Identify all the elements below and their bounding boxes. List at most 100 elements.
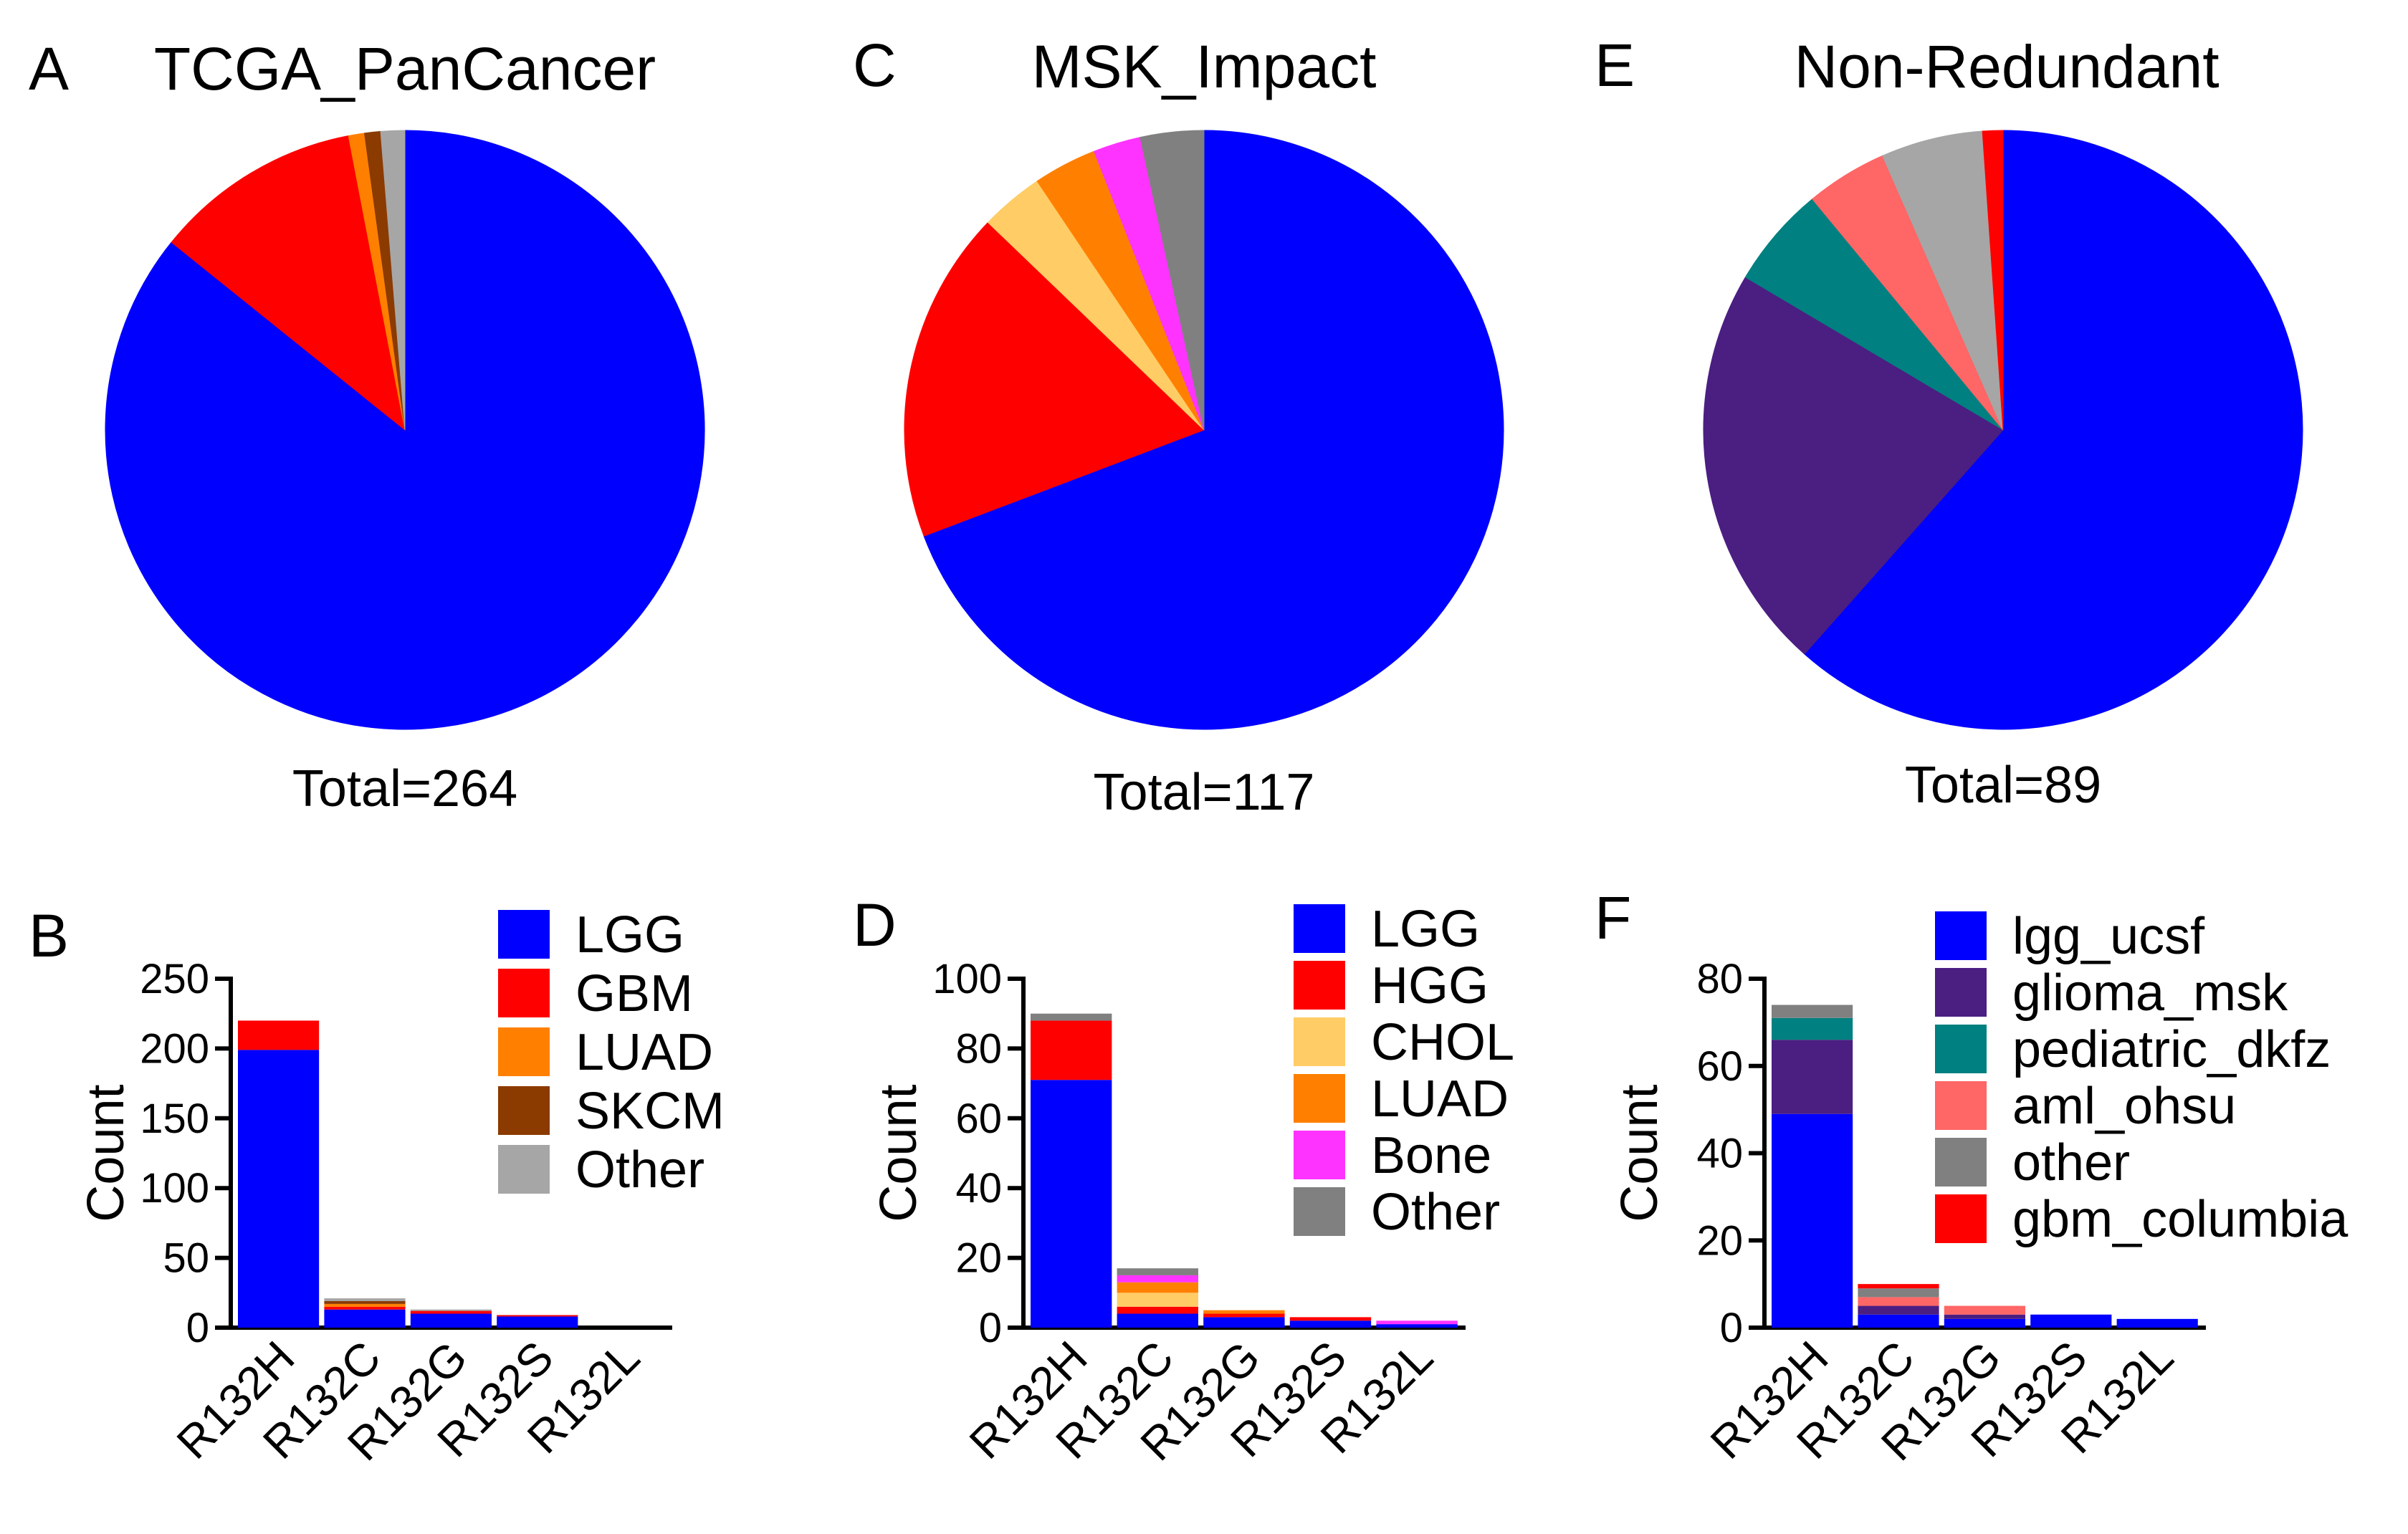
legend-swatch-chol bbox=[1294, 1017, 1345, 1066]
y-tick-label: 40 bbox=[955, 1165, 1002, 1212]
bar-segment-r132c-chol bbox=[1117, 1293, 1198, 1307]
bar-segment-r132h-lgg bbox=[238, 1050, 320, 1328]
legend-swatch-skcm bbox=[498, 1086, 550, 1135]
y-tick-label: 100 bbox=[140, 1165, 209, 1212]
y-tick-label: 50 bbox=[163, 1235, 209, 1282]
legend-swatch-other bbox=[1294, 1187, 1345, 1236]
bar-segment-r132h-gbm bbox=[238, 1020, 320, 1050]
y-tick-label: 200 bbox=[140, 1025, 209, 1072]
y-tick-label: 150 bbox=[140, 1096, 209, 1142]
bar-segment-r132c-bone bbox=[1117, 1275, 1198, 1283]
bar-segment-r132h-pediatric-dkfz bbox=[1772, 1017, 1853, 1040]
panel-b: B050100150200250CountR132HR132CR132GR132… bbox=[29, 902, 725, 1470]
panel-e: E Non-Redundant Total=89 bbox=[1595, 32, 2303, 814]
bar-segment-r132s-lgg bbox=[1289, 1320, 1372, 1328]
legend-label: pediatric_dkfz bbox=[2012, 1021, 2331, 1078]
pie-slice-gbm-columbia bbox=[1982, 130, 2004, 431]
panel-letter: E bbox=[1595, 32, 1635, 99]
y-tick-label: 60 bbox=[955, 1096, 1002, 1142]
legend-swatch-lgg bbox=[1294, 904, 1345, 953]
bar-segment-r132g-glioma-msk bbox=[1944, 1314, 2025, 1319]
panel-letter: F bbox=[1595, 884, 1631, 951]
bar-segment-r132h-hgg bbox=[1031, 1020, 1112, 1080]
y-tick-label: 100 bbox=[932, 956, 1002, 1002]
bar-segment-r132l-lgg bbox=[1376, 1324, 1458, 1328]
bar-segment-r132s-lgg-ucsf bbox=[2030, 1314, 2112, 1328]
legend-label: GBM bbox=[575, 965, 693, 1022]
bar-segment-r132h-glioma-msk bbox=[1772, 1040, 1853, 1114]
bar-segment-r132g-luad bbox=[1203, 1310, 1285, 1314]
panel-letter: C bbox=[853, 32, 897, 99]
bar-segment-r132c-skcm bbox=[324, 1300, 406, 1304]
bar-segment-r132h-other bbox=[1031, 1013, 1112, 1021]
legend-swatch-bone bbox=[1294, 1131, 1345, 1179]
legend-label: aml_ohsu bbox=[2012, 1078, 2236, 1135]
y-tick-label: 80 bbox=[955, 1025, 1002, 1072]
legend-label: glioma_msk bbox=[2012, 964, 2288, 1022]
pie-slice-other bbox=[1140, 130, 1205, 431]
pie-title: MSK_Impact bbox=[1032, 33, 1377, 100]
y-tick-label: 0 bbox=[186, 1305, 209, 1351]
bar-segment-r132g-hgg bbox=[1203, 1313, 1285, 1318]
legend-label: LGG bbox=[1371, 901, 1480, 958]
bar-segment-r132c-lgg bbox=[1117, 1313, 1198, 1328]
y-tick-label: 0 bbox=[979, 1305, 1002, 1351]
bar-segment-r132c-gbm-columbia bbox=[1858, 1284, 1939, 1289]
pie-slice-lgg bbox=[923, 130, 1504, 730]
bar-segment-r132s-lgg bbox=[497, 1316, 578, 1328]
y-tick-label: 60 bbox=[1696, 1043, 1743, 1090]
bar-segment-r132g-aml-ohsu bbox=[1944, 1305, 2025, 1315]
legend-swatch-gbm-columbia bbox=[1935, 1194, 1987, 1243]
bar-segment-r132s-hgg bbox=[1289, 1317, 1372, 1321]
bar-segment-r132g-lgg bbox=[410, 1313, 492, 1328]
legend-swatch-hgg bbox=[1294, 961, 1345, 1010]
legend-label: HGG bbox=[1371, 957, 1489, 1015]
pie-slice-lgg-ucsf bbox=[1804, 130, 2303, 730]
legend-swatch-luad bbox=[1294, 1074, 1345, 1123]
legend-label: CHOL bbox=[1371, 1014, 1514, 1071]
y-tick-label: 80 bbox=[1696, 956, 1743, 1002]
bar-segment-r132c-other bbox=[1117, 1268, 1198, 1275]
panel-d: D020406080100CountR132HR132CR132GR132SR1… bbox=[853, 891, 1514, 1470]
legend-swatch-gbm bbox=[498, 969, 550, 1017]
bar-segment-r132g-other bbox=[410, 1309, 492, 1311]
pie-slice-pediatric-dkfz bbox=[1744, 198, 2004, 431]
legend-label: LUAD bbox=[1371, 1070, 1509, 1128]
bar-segment-r132h-lgg-ucsf bbox=[1772, 1113, 1853, 1328]
bar-segment-r132g-lgg bbox=[1203, 1317, 1285, 1328]
bar-segment-r132c-glioma-msk bbox=[1858, 1305, 1939, 1315]
legend-label: Other bbox=[575, 1141, 704, 1199]
bar-segment-r132c-luad bbox=[1117, 1282, 1198, 1293]
bar-segment-r132c-gbm bbox=[324, 1306, 406, 1310]
legend-label: lgg_ucsf bbox=[2012, 908, 2205, 965]
bar-segment-r132g-lgg-ucsf bbox=[1944, 1318, 2025, 1328]
legend-swatch-other bbox=[498, 1145, 550, 1194]
y-tick-label: 250 bbox=[140, 956, 209, 1002]
bar-segment-r132c-other bbox=[324, 1298, 406, 1301]
bar-segment-r132c-hgg bbox=[1117, 1306, 1198, 1314]
pie-title: Non-Redundant bbox=[1794, 33, 2219, 100]
y-tick-label: 20 bbox=[955, 1235, 1002, 1282]
legend-label: other bbox=[2012, 1134, 2130, 1192]
panel-letter: D bbox=[853, 891, 897, 959]
bar-segment-r132c-luad bbox=[324, 1303, 406, 1307]
legend-label: SKCM bbox=[575, 1083, 725, 1140]
legend-label: Bone bbox=[1371, 1127, 1491, 1184]
bar-segment-r132c-other bbox=[1858, 1288, 1939, 1298]
legend-swatch-luad bbox=[498, 1027, 550, 1076]
legend-swatch-pediatric-dkfz bbox=[1935, 1025, 1987, 1073]
legend-label: LGG bbox=[575, 906, 684, 964]
y-axis-title: Count bbox=[1611, 1084, 1668, 1222]
legend-swatch-lgg bbox=[498, 910, 550, 959]
pie-slice-other bbox=[1882, 130, 2004, 431]
y-tick-label: 0 bbox=[1720, 1305, 1743, 1351]
legend-label: Other bbox=[1371, 1184, 1500, 1241]
bar-segment-r132s-gbm bbox=[497, 1315, 578, 1317]
legend-swatch-lgg-ucsf bbox=[1935, 911, 1987, 960]
pie-slice-other bbox=[380, 130, 406, 431]
panel-f: F020406080CountR132HR132CR132GR132SR132L… bbox=[1595, 884, 2349, 1470]
bar-segment-r132g-gbm bbox=[410, 1310, 492, 1314]
pie-slice-hgg bbox=[904, 221, 1205, 537]
bar-segment-r132h-lgg bbox=[1031, 1080, 1112, 1328]
